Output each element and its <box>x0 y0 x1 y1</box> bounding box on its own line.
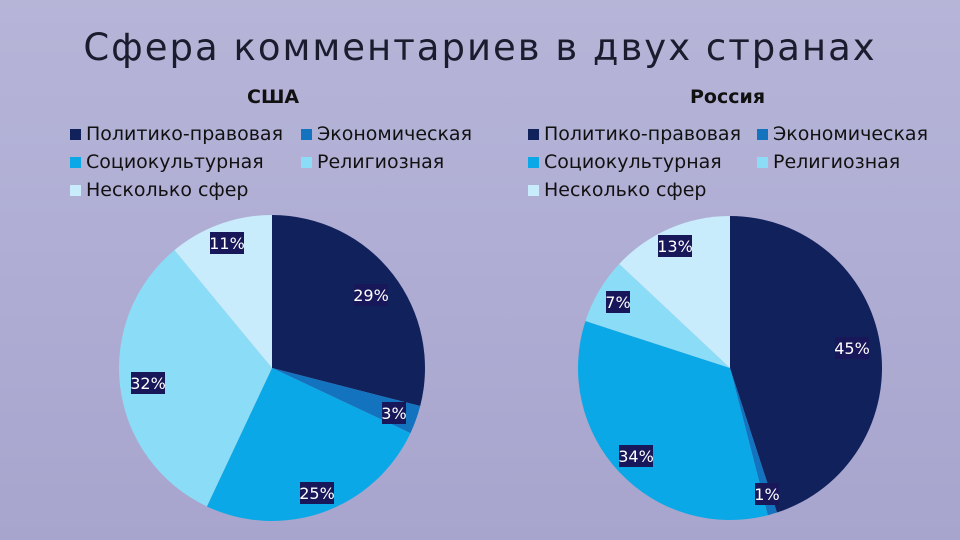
legend-label-russia-religious: Религиозная <box>773 151 901 173</box>
legend-item-usa-several: Несколько сфер <box>70 179 248 201</box>
data-label-box-russia-several <box>658 235 692 257</box>
legend-swatch-usa-several <box>70 184 81 196</box>
pie-slice-usa-political-legal <box>272 215 425 407</box>
chart-title-russia: Россия <box>690 86 766 108</box>
data-label-russia-sociocultural: 34% <box>618 447 654 466</box>
legend-swatch-russia-religious <box>757 156 768 168</box>
chart-title-usa: США <box>247 86 300 108</box>
legend-label-russia-sociocultural: Социокультурная <box>544 151 722 173</box>
legend-item-usa-political-legal: Политико-правовая <box>70 123 283 145</box>
legend-swatch-usa-sociocultural <box>70 156 81 168</box>
legend-swatch-usa-political-legal <box>70 128 81 140</box>
legend-swatch-usa-economic <box>301 128 312 140</box>
pie-slice-usa-religious <box>118 250 273 507</box>
legend-label-russia-economic: Экономическая <box>773 123 929 145</box>
pie-slice-usa-several <box>174 215 272 368</box>
data-label-box-russia-sociocultural <box>619 445 653 467</box>
legend-label-usa-economic: Экономическая <box>317 123 473 145</box>
legend-item-russia-sociocultural: Социокультурная <box>528 151 722 173</box>
data-label-box-usa-political-legal <box>354 284 388 306</box>
pie-chart-russia: 45% 1% 34% 7% 13% <box>578 216 882 520</box>
legend-swatch-russia-several <box>528 184 539 196</box>
data-label-usa-economic: 3% <box>381 404 406 423</box>
data-label-box-usa-religious <box>131 372 165 394</box>
legend-label-usa-sociocultural: Социокультурная <box>86 151 264 173</box>
legend-item-russia-political-legal: Политико-правовая <box>528 123 741 145</box>
data-label-usa-sociocultural: 25% <box>299 484 335 503</box>
data-label-box-usa-sociocultural <box>300 482 334 504</box>
legend-swatch-russia-economic <box>757 128 768 140</box>
data-label-russia-political-legal: 45% <box>834 339 870 358</box>
pie-slice-russia-several <box>619 216 730 368</box>
legend-label-russia-several: Несколько сфер <box>544 179 707 201</box>
pie-slice-usa-sociocultural <box>206 368 411 521</box>
data-label-box-usa-several <box>210 232 244 254</box>
data-label-box-russia-economic <box>755 483 779 505</box>
data-label-box-russia-religious <box>606 291 630 313</box>
data-label-box-usa-economic <box>382 402 406 424</box>
data-label-russia-religious: 7% <box>605 293 630 312</box>
legend-item-usa-religious: Религиозная <box>301 151 444 173</box>
legend-swatch-usa-religious <box>301 156 312 168</box>
pie-slice-russia-economic <box>730 368 777 516</box>
pie-chart-usa: 29% 3% 25% 32% 11% <box>118 215 425 521</box>
data-label-usa-several: 11% <box>209 234 245 253</box>
slide-title: Сфера комментариев в двух странах <box>83 26 877 69</box>
legend-item-russia-religious: Религиозная <box>757 151 900 173</box>
legend-item-russia-several: Несколько сфер <box>528 179 706 201</box>
legend-label-russia-political-legal: Политико-правовая <box>544 123 741 145</box>
data-label-usa-political-legal: 29% <box>353 286 389 305</box>
legend-label-usa-several: Несколько сфер <box>86 179 249 201</box>
legend-label-usa-religious: Религиозная <box>317 151 445 173</box>
data-label-russia-economic: 1% <box>754 485 779 504</box>
data-label-usa-religious: 32% <box>130 374 166 393</box>
pie-slice-russia-sociocultural <box>578 321 768 520</box>
legend-label-usa-political-legal: Политико-правовая <box>86 123 283 145</box>
pie-slice-russia-political-legal <box>730 216 882 513</box>
legend-swatch-russia-sociocultural <box>528 156 539 168</box>
legend-swatch-russia-political-legal <box>528 128 539 140</box>
data-label-box-russia-political-legal <box>835 337 869 359</box>
legend-item-usa-sociocultural: Социокультурная <box>70 151 264 173</box>
data-label-russia-several: 13% <box>657 237 693 256</box>
legend-item-russia-economic: Экономическая <box>757 123 928 145</box>
pie-slice-russia-religious <box>585 263 730 368</box>
legend-item-usa-economic: Экономическая <box>301 123 472 145</box>
